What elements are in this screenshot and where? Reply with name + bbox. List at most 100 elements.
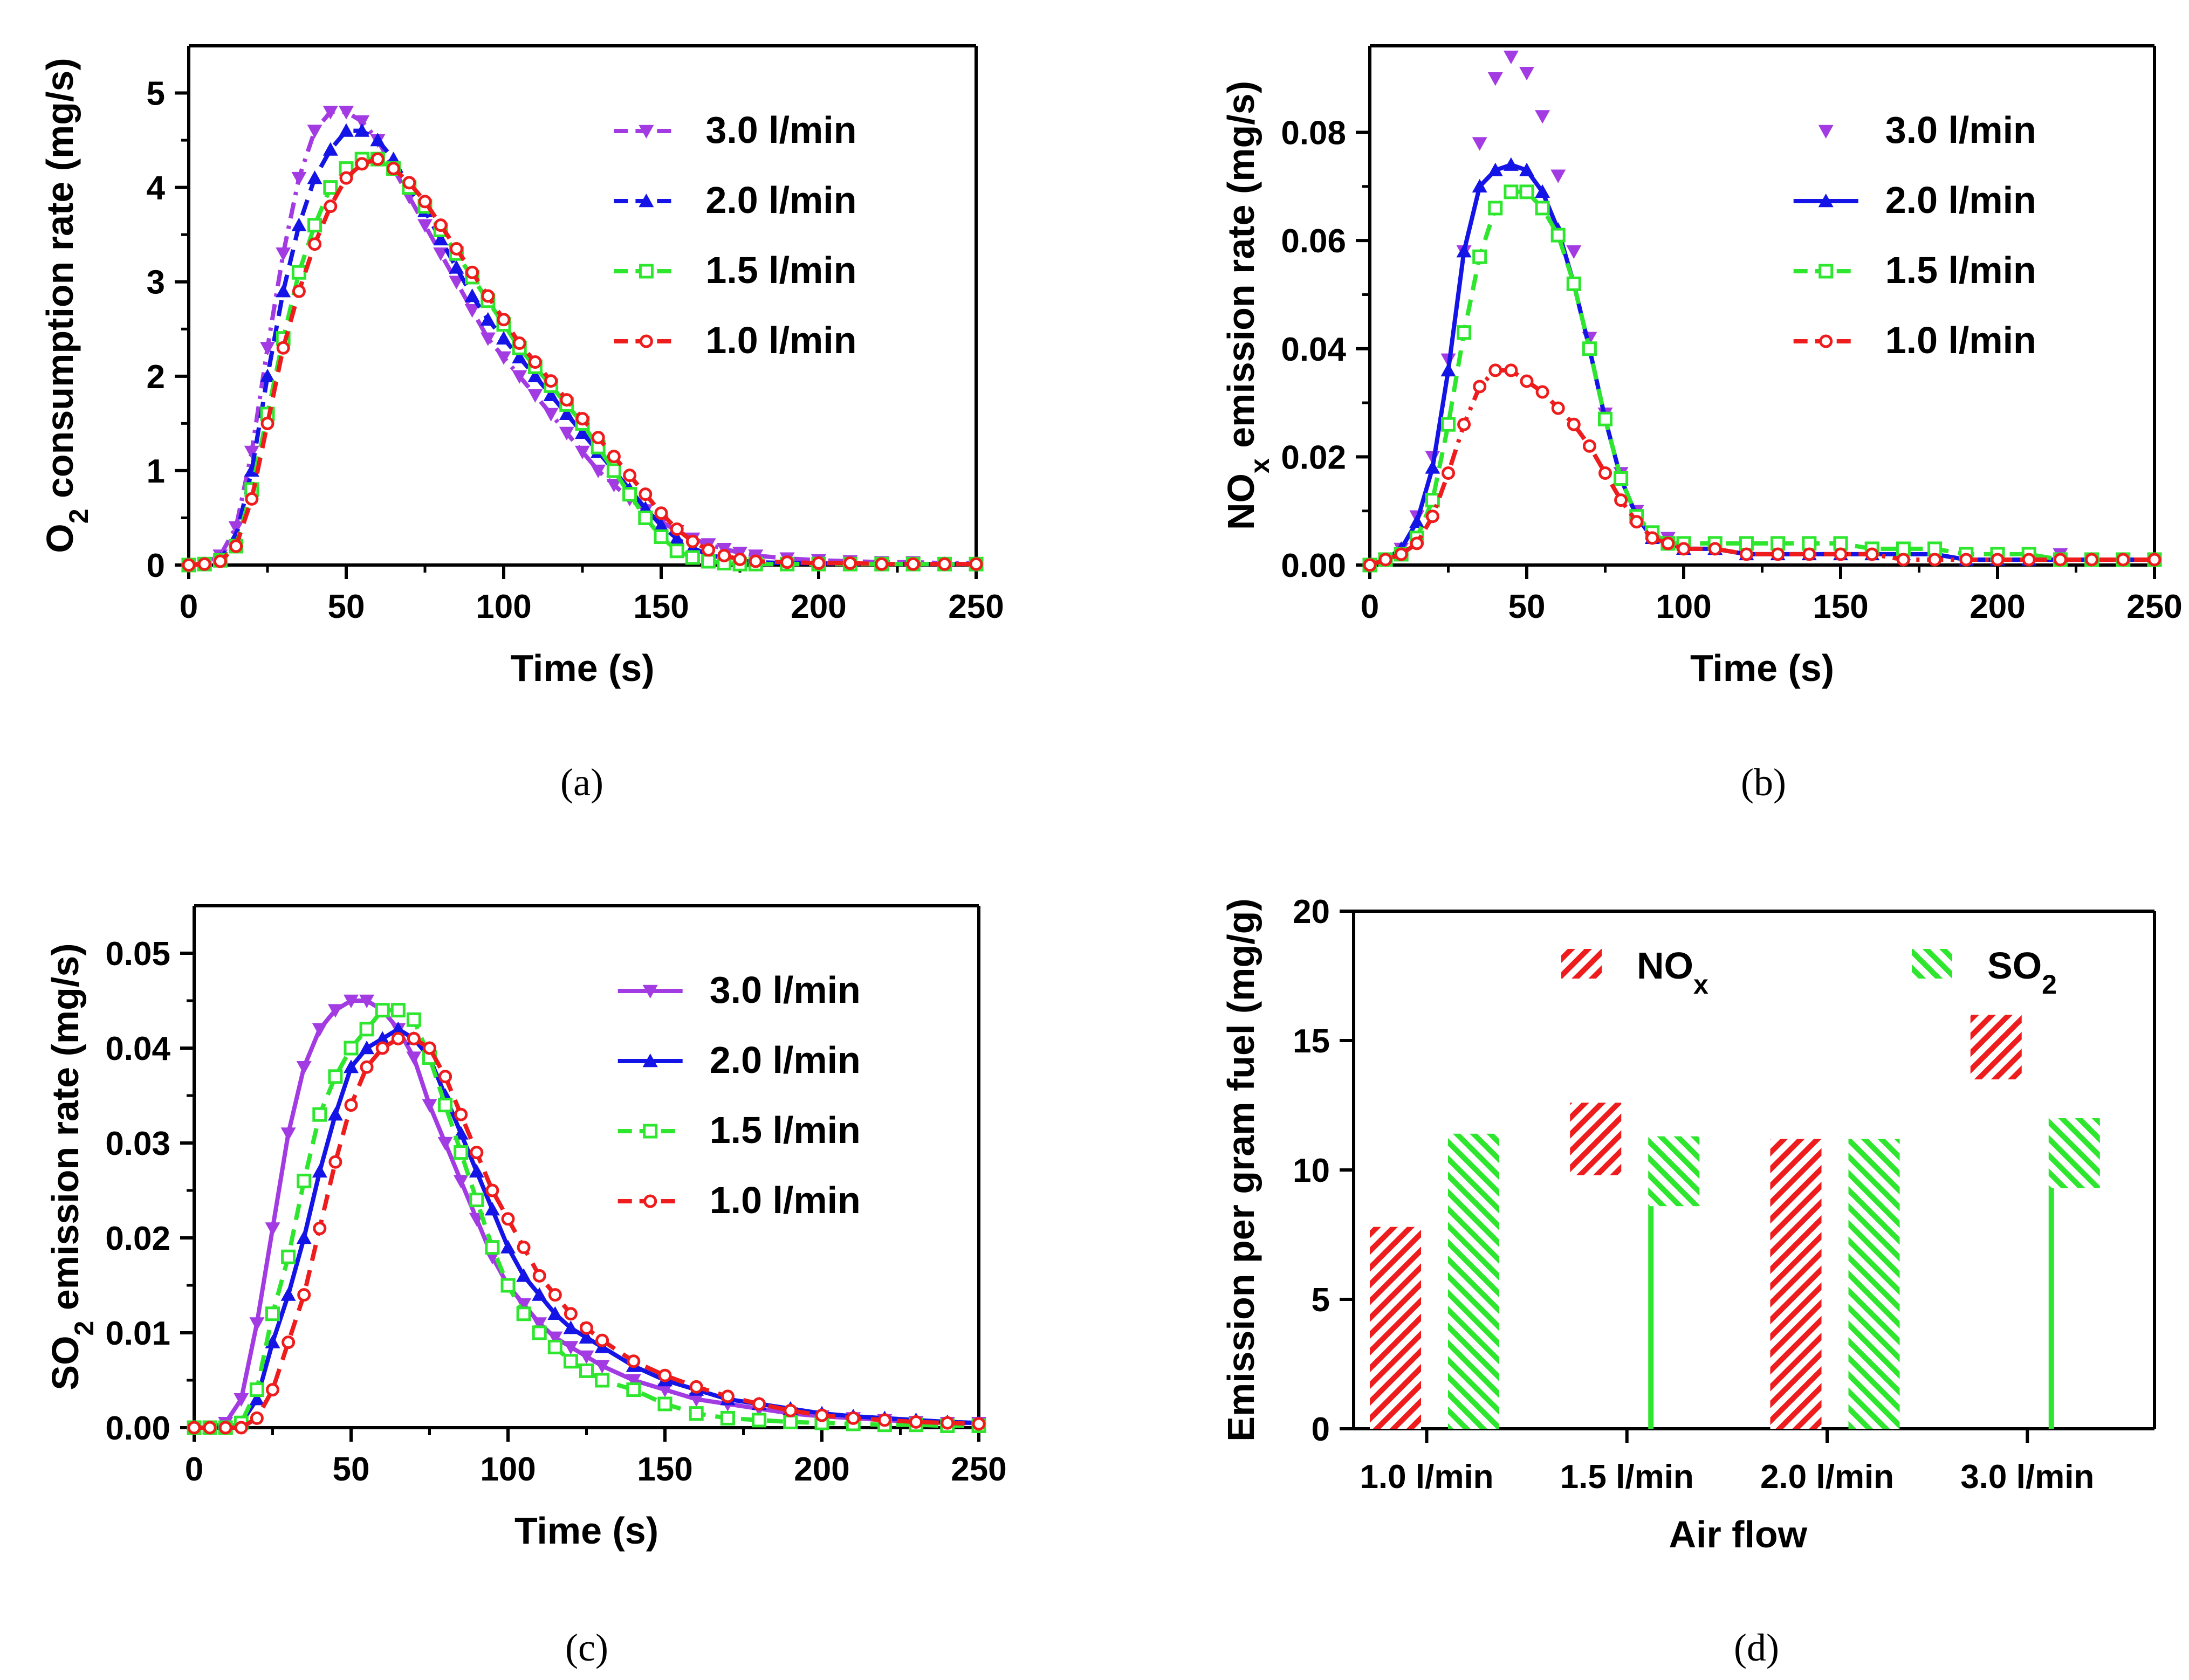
data-point [548, 1288, 562, 1302]
y-axis-label-rest: emission rate (mg/s) [44, 943, 86, 1320]
data-point [322, 106, 338, 120]
data-point [344, 1098, 358, 1112]
data-point [1582, 341, 1597, 356]
data-point [375, 1031, 390, 1045]
y-tick-label: 5 [147, 75, 165, 113]
data-point [249, 1382, 264, 1397]
data-point [1363, 558, 1377, 572]
data-point [1409, 514, 1425, 528]
series-1-5-l-min [1362, 184, 2162, 573]
legend-marker [639, 334, 653, 348]
data-point [1487, 72, 1503, 86]
data-point [470, 1146, 484, 1160]
data-point [344, 1041, 359, 1056]
data-point [469, 1193, 484, 1208]
data-point [245, 492, 259, 506]
data-point [1739, 547, 1753, 561]
legend-item: SO2 [1912, 945, 2057, 1000]
so2-bar [1648, 1136, 1700, 1207]
data-point [563, 1354, 578, 1369]
data-point [1535, 110, 1550, 124]
legend-marker [1819, 264, 1834, 279]
data-point [339, 106, 354, 120]
data-point [323, 180, 338, 195]
data-point [1519, 66, 1534, 81]
data-point [749, 554, 763, 568]
data-point [281, 1249, 296, 1264]
y-tick-label: 0.02 [105, 1220, 170, 1257]
data-point [689, 1393, 704, 1407]
panel-label: (a) [560, 761, 603, 804]
data-point [1425, 460, 1440, 474]
data-point [485, 1240, 500, 1255]
data-point [355, 157, 369, 171]
legend-item: 2.0 l/min [614, 179, 857, 221]
data-point [276, 247, 291, 261]
legend-item: 1.0 l/min [614, 319, 857, 361]
data-point [433, 247, 449, 261]
data-point [733, 552, 747, 566]
legend: 3.0 l/min 2.0 l/min 1.5 l/min 1.0 l/min [617, 969, 861, 1221]
x-tick-label: 150 [633, 588, 689, 625]
data-point [2053, 553, 2067, 567]
x-tick-label: 2.0 l/min [1760, 1458, 1894, 1496]
data-point [359, 1022, 374, 1037]
data-point [1503, 157, 1519, 171]
data-point [418, 195, 432, 209]
legend-swatch [1912, 949, 1952, 979]
x-tick-label: 200 [794, 1451, 849, 1488]
data-point [780, 555, 794, 569]
data-point [360, 1060, 374, 1074]
data-point [1535, 201, 1550, 216]
y-tick-label: 0 [147, 547, 165, 584]
y-tick-label: 0.04 [105, 1030, 170, 1068]
data-point [484, 1202, 500, 1216]
x-tick-label: 0 [185, 1451, 203, 1488]
data-point [359, 994, 375, 1008]
data-point [454, 1107, 468, 1121]
data-point [390, 1003, 406, 1018]
legend-marker [643, 1124, 658, 1139]
x-tick-label: 3.0 l/min [1960, 1458, 2094, 1496]
data-point [500, 1240, 516, 1254]
y-tick-label: 20 [1293, 893, 1330, 931]
x-tick-label: 50 [328, 588, 365, 625]
legend-label: SO2 [1987, 945, 2057, 1000]
data-point [594, 1360, 610, 1374]
data-point [532, 1287, 547, 1301]
data-point [626, 1374, 641, 1388]
data-point [547, 1339, 562, 1354]
x-tick-label: 1.5 l/min [1560, 1458, 1694, 1496]
legend-label-main: NO [1637, 945, 1693, 987]
nox-bar [1970, 1015, 2022, 1079]
data-point [297, 1173, 312, 1188]
data-point [654, 506, 668, 520]
data-point [607, 450, 621, 464]
data-point [783, 1414, 798, 1429]
series-line [188, 109, 976, 567]
data-point [187, 1421, 201, 1435]
data-point [720, 1410, 735, 1426]
x-tick-label: 0 [180, 588, 198, 625]
data-point [276, 284, 291, 298]
data-point [654, 529, 669, 544]
x-tick-label: 100 [476, 588, 531, 625]
data-point [2085, 553, 2099, 567]
data-point [234, 1393, 249, 1407]
data-point [312, 1107, 327, 1122]
legend-item: 1.5 l/min [614, 249, 857, 291]
data-point [501, 1212, 515, 1226]
y-axis-label: Emission per gram fuel (mg/g) [1220, 898, 1262, 1441]
data-point [1550, 228, 1566, 243]
data-point [375, 1003, 390, 1018]
data-point [1504, 363, 1518, 377]
data-point [312, 1163, 327, 1178]
data-point [1504, 184, 1519, 199]
data-point [328, 1069, 343, 1084]
y-tick-label: 0.05 [105, 935, 170, 973]
data-point [532, 1269, 546, 1283]
legend-marker [642, 1054, 658, 1068]
data-point [516, 1298, 532, 1312]
